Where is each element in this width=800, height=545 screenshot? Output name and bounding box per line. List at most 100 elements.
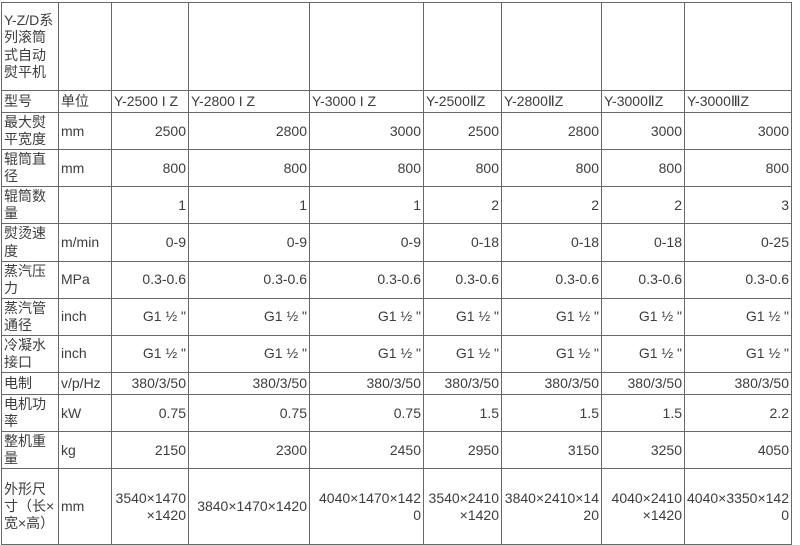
value-cell: G1 ½ " — [423, 297, 502, 336]
model-name-cell: Y-2800ⅡZ — [501, 90, 602, 113]
unit-cell: mm — [58, 149, 112, 188]
model-name-cell: Y-2800 I Z — [188, 90, 310, 113]
value-cell: 1 — [111, 186, 189, 225]
value-cell: 4050 — [684, 431, 792, 470]
value-cell: 2.2 — [684, 394, 792, 433]
value-cell: 380/3/50 — [684, 372, 792, 396]
value-cell: 380/3/50 — [111, 372, 189, 396]
value-cell: G1 ½ " — [111, 297, 189, 336]
value-cell: 2800 — [501, 111, 602, 151]
unit-header-cell: 单位 — [58, 90, 112, 113]
model-header-row: 型号 单位 Y-2500 I Z Y-2800 I Z Y-3000 I Z Y-25… — [1, 90, 792, 113]
value-cell: 800 — [684, 149, 792, 188]
value-cell: 4040×1470×1420 — [309, 468, 424, 545]
value-cell: G1 ½ " — [309, 334, 424, 374]
value-cell: 800 — [601, 149, 685, 188]
value-cell: G1 ½ " — [309, 297, 424, 336]
value-cell: G1 ½ " — [601, 334, 685, 374]
value-cell: 380/3/50 — [188, 372, 310, 396]
spec-row: 辊筒直径 mm 800 800 800 800 800 800 800 — [1, 149, 792, 188]
row-label-cell: 外形尺寸（长×宽×高） — [1, 468, 59, 545]
value-cell: 0.3-0.6 — [601, 260, 685, 299]
empty-cell — [601, 2, 685, 91]
value-cell: 0.3-0.6 — [501, 260, 602, 299]
value-cell: 1.5 — [423, 394, 502, 433]
model-name-cell: Y-3000ⅡZ — [601, 90, 685, 113]
value-cell: G1 ½ " — [684, 334, 792, 374]
model-name-cell: Y-3000ⅢZ — [684, 90, 792, 113]
value-cell: G1 ½ " — [188, 334, 310, 374]
empty-cell — [684, 2, 792, 91]
value-cell: 3250 — [601, 431, 685, 470]
value-cell: 380/3/50 — [309, 372, 424, 396]
row-label-cell: 蒸汽压力 — [1, 260, 59, 299]
value-cell: 380/3/50 — [601, 372, 685, 396]
spec-row: 蒸汽管通径 inch G1 ½ " G1 ½ " G1 ½ " G1 ½ " G1 ½ " G… — [1, 297, 792, 336]
row-label-cell: 最大熨平宽度 — [1, 111, 59, 151]
value-cell: 1 — [309, 186, 424, 225]
value-cell: 1.5 — [501, 394, 602, 433]
value-cell: 800 — [501, 149, 602, 188]
row-label-cell: 熨烫速度 — [1, 223, 59, 262]
value-cell: 3840×1470×1420 — [188, 468, 310, 545]
value-cell: 0-9 — [188, 223, 310, 262]
value-cell: 0-18 — [601, 223, 685, 262]
value-cell: 4040×3350×1420 — [684, 468, 792, 545]
spec-row: 电机功率 kW 0.75 0.75 0.75 1.5 1.5 1.5 2.2 — [1, 394, 792, 433]
row-label-cell: 冷凝水接口 — [1, 334, 59, 374]
value-cell: 0-9 — [111, 223, 189, 262]
value-cell: 2150 — [111, 431, 189, 470]
value-cell: G1 ½ " — [188, 297, 310, 336]
row-label-cell: 辊筒直径 — [1, 149, 59, 188]
value-cell: 2800 — [188, 111, 310, 151]
unit-cell: inch — [58, 334, 112, 374]
empty-cell — [188, 2, 310, 91]
value-cell: 800 — [309, 149, 424, 188]
value-cell: 0.3-0.6 — [111, 260, 189, 299]
value-cell: G1 ½ " — [684, 297, 792, 336]
empty-cell — [58, 2, 112, 91]
spec-row: 外形尺寸（长×宽×高） mm 3540×1470×1420 3840×1470×142… — [1, 468, 792, 545]
value-cell: 0-18 — [423, 223, 502, 262]
value-cell: 0.3-0.6 — [684, 260, 792, 299]
value-cell: 3840×2410×1420 — [501, 468, 602, 545]
row-label-cell: 整机重量 — [1, 431, 59, 470]
value-cell: 3 — [684, 186, 792, 225]
value-cell: 2500 — [423, 111, 502, 151]
unit-cell: m/min — [58, 223, 112, 262]
empty-cell — [501, 2, 602, 91]
value-cell: 2300 — [188, 431, 310, 470]
value-cell: G1 ½ " — [423, 334, 502, 374]
value-cell: 1.5 — [601, 394, 685, 433]
row-label-cell: 电机功率 — [1, 394, 59, 433]
empty-cell — [111, 2, 189, 91]
value-cell: 2500 — [111, 111, 189, 151]
value-cell: G1 ½ " — [111, 334, 189, 374]
value-cell: 0-18 — [501, 223, 602, 262]
model-name-cell: Y-3000 I Z — [309, 90, 424, 113]
value-cell: 4040×2410×1420 — [601, 468, 685, 545]
value-cell: 0.3-0.6 — [309, 260, 424, 299]
value-cell: 3000 — [601, 111, 685, 151]
value-cell: G1 ½ " — [501, 334, 602, 374]
empty-cell — [423, 2, 502, 91]
spec-row: 辊筒数量 1 1 1 2 2 2 3 — [1, 186, 792, 225]
table-title-cell: Y-Z/D系列滚筒式自动熨平机 — [1, 2, 59, 91]
value-cell: 0.75 — [188, 394, 310, 433]
spec-row: 整机重量 kg 2150 2300 2450 2950 3150 3250 4050 — [1, 431, 792, 470]
spec-row: 熨烫速度 m/min 0-9 0-9 0-9 0-18 0-18 0-18 0-25 — [1, 223, 792, 262]
value-cell: 380/3/50 — [423, 372, 502, 396]
spec-row: 蒸汽压力 MPa 0.3-0.6 0.3-0.6 0.3-0.6 0.3-0.6 0.3-0… — [1, 260, 792, 299]
row-label-cell: 辊筒数量 — [1, 186, 59, 225]
unit-cell: mm — [58, 468, 112, 545]
unit-cell: inch — [58, 297, 112, 336]
empty-cell — [309, 2, 424, 91]
value-cell: 3000 — [684, 111, 792, 151]
model-header-label-cell: 型号 — [1, 90, 59, 113]
value-cell: 2950 — [423, 431, 502, 470]
value-cell: 2 — [423, 186, 502, 225]
value-cell: 1 — [188, 186, 310, 225]
value-cell: 0.75 — [309, 394, 424, 433]
value-cell: 800 — [188, 149, 310, 188]
